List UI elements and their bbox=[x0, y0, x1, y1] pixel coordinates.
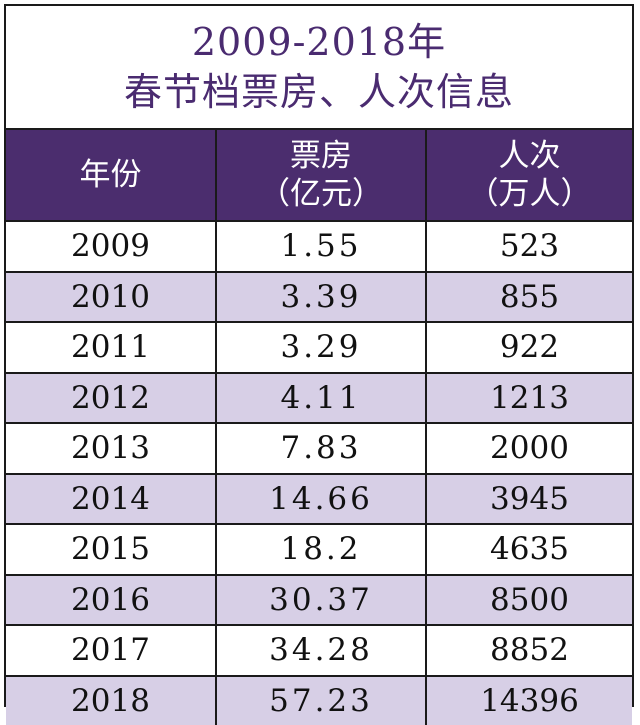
box-office-cell: 3.39 bbox=[216, 272, 426, 323]
year-cell: 2009 bbox=[6, 221, 216, 272]
chart-title: 2009-2018年 bbox=[192, 17, 446, 67]
box-office-cell: 30.37 bbox=[216, 575, 426, 626]
header-box-office-unit: （亿元） bbox=[217, 175, 425, 213]
year-cell: 2018 bbox=[6, 676, 216, 725]
box-office-cell: 18.2 bbox=[216, 524, 426, 575]
year-cell: 2017 bbox=[6, 625, 216, 676]
attendance-cell: 8852 bbox=[426, 625, 632, 676]
header-attendance-label: 人次 bbox=[427, 137, 632, 175]
box-office-cell: 57.23 bbox=[216, 676, 426, 725]
year-cell: 2012 bbox=[6, 373, 216, 424]
box-office-cell: 4.11 bbox=[216, 373, 426, 424]
year-cell: 2013 bbox=[6, 423, 216, 474]
attendance-cell: 8500 bbox=[426, 575, 632, 626]
header-box-office-label: 票房 bbox=[217, 137, 425, 175]
box-office-cell: 34.28 bbox=[216, 625, 426, 676]
header-attendance-unit: （万人） bbox=[427, 175, 632, 213]
year-cell: 2016 bbox=[6, 575, 216, 626]
box-office-cell: 3.29 bbox=[216, 322, 426, 373]
chart-subtitle: 春节档票房、人次信息 bbox=[124, 67, 514, 117]
box-office-cell: 7.83 bbox=[216, 423, 426, 474]
attendance-cell: 4635 bbox=[426, 524, 632, 575]
attendance-cell: 1213 bbox=[426, 373, 632, 424]
title-block: 2009-2018年 春节档票房、人次信息 bbox=[6, 6, 632, 130]
year-cell: 2014 bbox=[6, 474, 216, 525]
header-attendance: 人次 （万人） bbox=[426, 130, 632, 221]
attendance-cell: 14396 bbox=[426, 676, 632, 725]
attendance-cell: 855 bbox=[426, 272, 632, 323]
table-header: 年份 票房 （亿元） 人次 （万人） bbox=[6, 130, 632, 221]
attendance-cell: 523 bbox=[426, 221, 632, 272]
box-office-cell: 1.55 bbox=[216, 221, 426, 272]
attendance-cell: 3945 bbox=[426, 474, 632, 525]
year-cell: 2011 bbox=[6, 322, 216, 373]
header-year: 年份 bbox=[6, 130, 216, 221]
header-row: 年份 票房 （亿元） 人次 （万人） bbox=[6, 130, 632, 221]
table-frame: 2009-2018年 春节档票房、人次信息 年份 票房 （亿元） 人次 （万人）… bbox=[4, 4, 634, 707]
header-box-office: 票房 （亿元） bbox=[216, 130, 426, 221]
year-cell: 2015 bbox=[6, 524, 216, 575]
year-cell: 2010 bbox=[6, 272, 216, 323]
attendance-cell: 2000 bbox=[426, 423, 632, 474]
header-year-label: 年份 bbox=[80, 157, 142, 193]
attendance-cell: 922 bbox=[426, 322, 632, 373]
box-office-cell: 14.66 bbox=[216, 474, 426, 525]
